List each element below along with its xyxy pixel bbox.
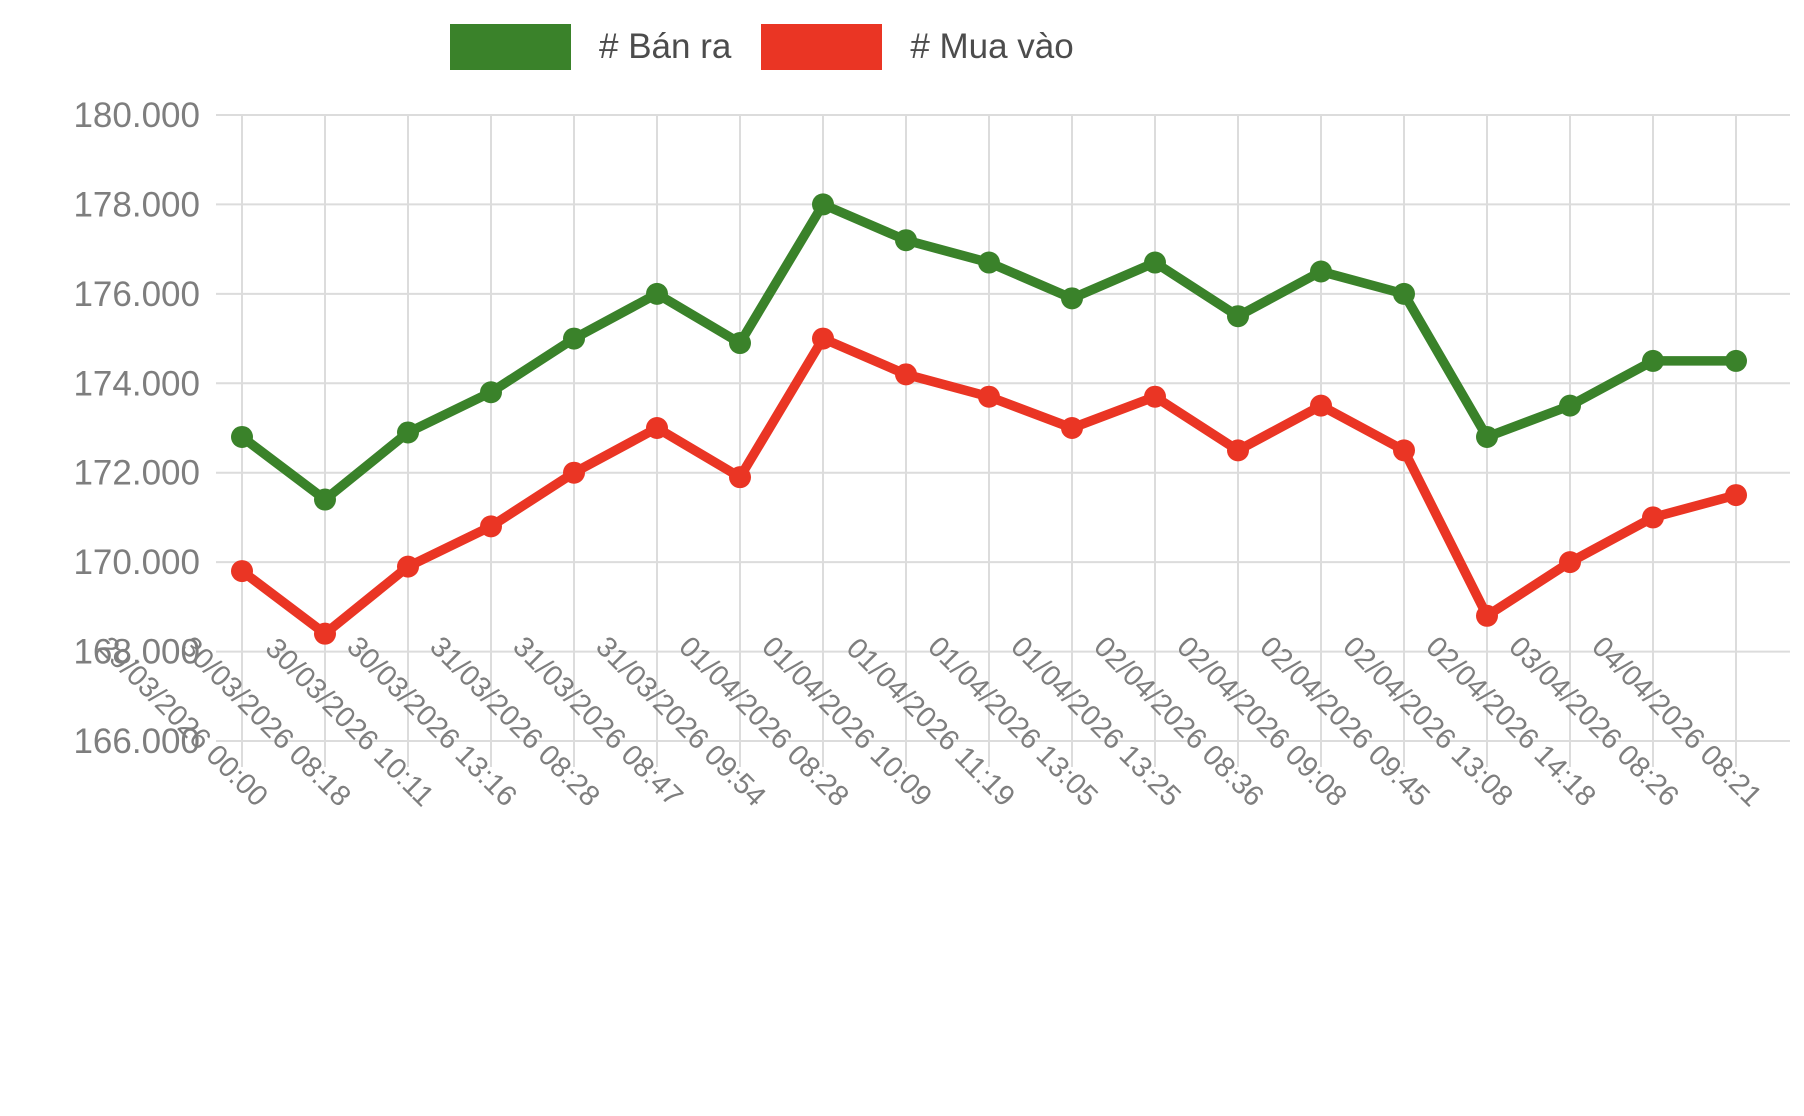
data-point-mua-vao-10[interactable]: [1061, 417, 1083, 439]
legend-item-mua-vao[interactable]: # Mua vào: [761, 24, 1074, 70]
y-tick-label: 166.000: [73, 722, 200, 761]
data-point-ban-ra-3[interactable]: [480, 381, 502, 404]
legend-item-ban-ra[interactable]: # Bán ra: [450, 24, 731, 70]
data-point-mua-vao-2[interactable]: [397, 555, 419, 578]
data-point-ban-ra-16[interactable]: [1559, 394, 1581, 417]
data-point-ban-ra-18[interactable]: [1725, 349, 1747, 372]
data-point-mua-vao-7[interactable]: [812, 327, 834, 350]
legend-swatch-mua-vao: [761, 24, 883, 70]
data-point-mua-vao-8[interactable]: [895, 363, 917, 386]
data-point-mua-vao-4[interactable]: [563, 461, 585, 484]
y-tick-label: 176.000: [73, 275, 200, 314]
data-point-mua-vao-0[interactable]: [231, 560, 253, 583]
legend-label-mua-vao: # Mua vào: [910, 27, 1074, 66]
data-point-ban-ra-1[interactable]: [314, 488, 336, 511]
data-point-mua-vao-6[interactable]: [729, 466, 751, 489]
data-point-ban-ra-14[interactable]: [1393, 282, 1415, 305]
data-point-ban-ra-10[interactable]: [1061, 287, 1083, 310]
data-point-ban-ra-11[interactable]: [1144, 251, 1166, 274]
data-point-mua-vao-9[interactable]: [978, 385, 1000, 408]
y-tick-label: 178.000: [73, 185, 200, 224]
data-point-ban-ra-7[interactable]: [812, 193, 834, 216]
data-point-mua-vao-5[interactable]: [646, 417, 668, 439]
data-point-mua-vao-12[interactable]: [1227, 439, 1249, 462]
data-point-mua-vao-17[interactable]: [1642, 506, 1664, 529]
data-point-mua-vao-13[interactable]: [1310, 394, 1332, 417]
data-point-mua-vao-14[interactable]: [1393, 439, 1415, 462]
data-point-ban-ra-5[interactable]: [646, 282, 668, 305]
data-point-ban-ra-12[interactable]: [1227, 305, 1249, 328]
data-point-mua-vao-15[interactable]: [1476, 604, 1498, 627]
y-tick-label: 180.000: [73, 96, 200, 135]
data-point-ban-ra-0[interactable]: [231, 425, 253, 448]
legend-swatch-ban-ra: [450, 24, 571, 70]
data-point-mua-vao-1[interactable]: [314, 622, 336, 645]
data-point-ban-ra-2[interactable]: [397, 421, 419, 444]
data-point-ban-ra-15[interactable]: [1476, 425, 1498, 448]
data-point-ban-ra-17[interactable]: [1642, 349, 1664, 372]
data-point-mua-vao-18[interactable]: [1725, 484, 1747, 507]
y-tick-label: 170.000: [73, 543, 200, 582]
data-point-ban-ra-13[interactable]: [1310, 260, 1332, 283]
data-point-ban-ra-4[interactable]: [563, 327, 585, 350]
legend-label-ban-ra: # Bán ra: [599, 27, 732, 66]
chart-legend: # Bán ra # Mua vào: [450, 24, 1074, 70]
y-tick-label: 174.000: [73, 364, 200, 403]
data-point-ban-ra-8[interactable]: [895, 229, 917, 252]
y-tick-label: 168.000: [73, 633, 200, 672]
data-point-mua-vao-16[interactable]: [1559, 551, 1581, 574]
data-point-ban-ra-9[interactable]: [978, 251, 1000, 274]
data-point-mua-vao-3[interactable]: [480, 515, 502, 538]
y-tick-label: 172.000: [73, 454, 200, 493]
data-point-ban-ra-6[interactable]: [729, 332, 751, 355]
data-point-mua-vao-11[interactable]: [1144, 385, 1166, 408]
